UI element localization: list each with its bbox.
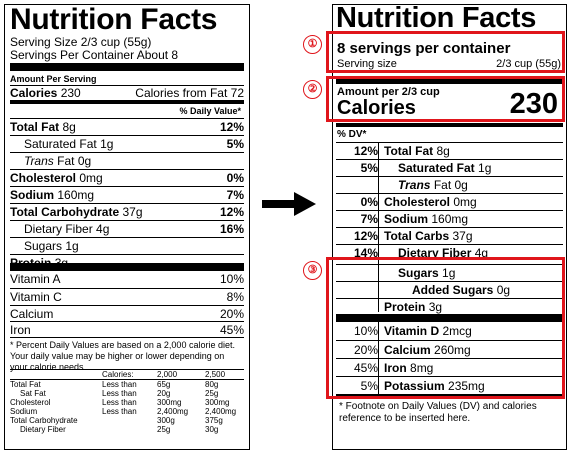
new-mineral-vitamin-d: 10% Vitamin D 2mcg — [353, 324, 472, 338]
new-dv-header: % DV* — [337, 129, 367, 140]
old-nutrient-dietary-fiber: Dietary Fiber 4g 16% — [10, 220, 244, 237]
new-nutrient-cholesterol: 0% Cholesterol 0mg — [336, 193, 563, 210]
new-serving-size-value: 2/3 cup (55g) — [496, 58, 561, 70]
old-iron: Iron 45% — [10, 321, 244, 337]
old-nutrition-label: Nutrition Facts Serving Size 2/3 cup (55… — [4, 3, 250, 450]
old-calories-row: Calories 230 Calories from Fat 72 — [10, 85, 244, 100]
old-vitamin-c: Vitamin C 8% — [10, 288, 244, 304]
old-vitamin-a: Vitamin A 10% — [10, 272, 244, 286]
old-amount-per-serving: Amount Per Serving — [10, 74, 97, 84]
new-calories-label: Calories — [337, 97, 416, 119]
new-thick-bar-1 — [336, 78, 563, 84]
new-nutrient-trans-fat: Trans Fat 0g — [336, 176, 563, 193]
new-nutrient-total-fat: 12% Total Fat 8g — [336, 142, 563, 159]
right-arrow-icon — [262, 192, 316, 216]
old-nutrient-saturated-fat: Saturated Fat 1g 5% — [10, 135, 244, 152]
old-nutrient-cholesterol: Cholesterol 0mg 0% — [10, 169, 244, 185]
callout-badge-1: ① — [303, 35, 322, 54]
new-thick-bar-3 — [336, 314, 563, 322]
old-serving-size: Serving Size 2/3 cup (55g) — [10, 35, 152, 49]
new-nutrient-saturated-fat: 5% Saturated Fat 1g — [336, 159, 563, 176]
new-amount-per: Amount per 2/3 cup — [337, 86, 440, 98]
callout-badge-3: ③ — [303, 261, 322, 280]
old-nutrient-trans-fat: Trans Fat 0g — [10, 152, 244, 169]
callout-box-2 — [326, 76, 565, 122]
new-nutrition-label: Nutrition Facts 8 servings per container… — [332, 2, 567, 450]
old-nutrient-total-carbohydrate: Total Carbohydrate 37g 12% — [10, 203, 244, 219]
new-title: Nutrition Facts — [336, 2, 537, 34]
old-dv-header: % Daily Value* — [179, 106, 241, 116]
old-title: Nutrition Facts — [10, 3, 218, 36]
new-mineral-potassium: 5% Potassium 235mg — [336, 376, 563, 394]
new-nutrient-sodium: 7% Sodium 160mg — [336, 210, 563, 227]
new-calories-value: 230 — [509, 88, 558, 120]
old-dv-table-row: Cholesterol Less than 300mg 300mg — [10, 398, 230, 407]
old-footnote: * Percent Daily Values are based on a 2,… — [10, 337, 244, 373]
old-calories-label: Calories — [10, 86, 58, 100]
new-mineral-calcium: 20% Calcium 260mg — [336, 340, 563, 358]
old-dv-table-row: Sodium Less than 2,400mg 2,400mg — [10, 407, 237, 416]
old-dv-table-row: Dietary Fiber 25g 30g — [20, 425, 219, 434]
old-calories-from-fat: Calories from Fat 72 — [135, 86, 244, 100]
new-thick-bar-2 — [336, 123, 563, 127]
old-dv-table-row: Total Carbohydrate 300g 375g — [10, 416, 223, 425]
old-calcium: Calcium 20% — [10, 305, 244, 321]
old-dv-table: Calories: 2,000 2,500 Total Fat Less tha… — [10, 369, 244, 434]
old-servings-per-container: Servings Per Container About 8 — [10, 48, 179, 62]
new-nutrient-added-sugars: Added Sugars 0g — [336, 281, 563, 298]
new-servings-per-container: 8 servings per container — [337, 40, 511, 57]
new-nutrient-dietary-fiber: 14% Dietary Fiber 4g — [336, 244, 563, 261]
callout-box-3 — [326, 257, 565, 399]
old-nutrient-sugars: Sugars 1g — [10, 237, 244, 254]
old-nutrient-sodium: Sodium 160mg 7% — [10, 186, 244, 202]
callout-badge-2: ② — [303, 80, 322, 99]
new-nutrient-sugars: Sugars 1g — [336, 264, 563, 281]
old-calories-value: 230 — [60, 86, 81, 100]
new-mineral-iron: 45% Iron 8mg — [336, 358, 563, 376]
old-thick-bar-2 — [10, 100, 244, 104]
old-dv-table-header: Calories: 2,000 2,500 — [102, 370, 226, 379]
new-nutrients-table: 12% Total Fat 8g 5% Saturated Fat 1g Tra… — [336, 142, 563, 315]
new-minerals-table: 10% Vitamin D 2mcg 20% Calcium 260mg 45%… — [336, 322, 563, 394]
new-nutrient-total-carbs: 12% Total Carbs 37g — [336, 227, 563, 244]
old-thick-bar-3 — [10, 263, 244, 271]
new-footnote: * Footnote on Daily Values (DV) and calo… — [339, 401, 537, 424]
new-serving-size-label: Serving size — [337, 58, 397, 70]
old-nutrient-total-fat: Total Fat 8g 12% — [10, 118, 244, 134]
old-dv-table-row: Total Fat Less than 65g 80g — [10, 379, 244, 390]
old-thick-bar-1 — [10, 63, 244, 71]
old-dv-table-row: Sat Fat Less than 20g 25g — [20, 389, 219, 398]
new-nutrient-protein: Protein 3g — [336, 298, 563, 315]
callout-box-1 — [326, 31, 565, 73]
